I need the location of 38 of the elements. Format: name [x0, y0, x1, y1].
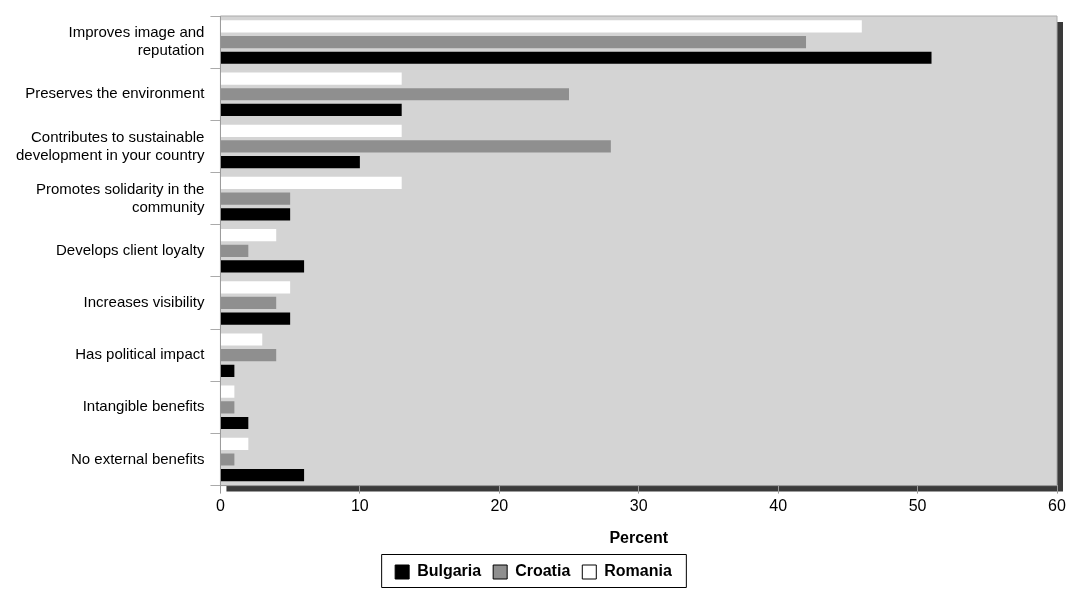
- y-tick-label: Develops client loyalty: [56, 240, 205, 258]
- bar: [220, 260, 305, 273]
- y-tick-label: Intangible benefits: [82, 397, 205, 415]
- bar: [220, 385, 235, 398]
- x-axis-title: Percent: [609, 528, 669, 546]
- bar: [220, 229, 277, 242]
- y-tick-label: No external benefits: [71, 449, 205, 467]
- x-tick-label: 30: [629, 496, 648, 514]
- x-tick-label: 50: [908, 496, 927, 514]
- bar: [220, 469, 305, 482]
- bar: [220, 281, 291, 294]
- bar: [220, 20, 862, 33]
- y-tick-label: Preserves the environment: [25, 84, 206, 102]
- x-tick-label: 0: [215, 496, 225, 514]
- legend-label: Croatia: [515, 562, 571, 580]
- bar: [220, 51, 932, 64]
- legend-label: Bulgaria: [417, 562, 482, 580]
- bar: [220, 416, 249, 430]
- y-tick-label: Promotes solidarity in the community: [36, 179, 205, 215]
- x-tick-label: 40: [769, 496, 788, 514]
- x-tick-label: 10: [350, 496, 369, 514]
- bar: [220, 208, 291, 221]
- bar: [220, 103, 402, 117]
- y-tick-label: Improves image and reputation: [68, 23, 205, 59]
- y-tick-label: Contributes to sustainable development in your country: [16, 127, 205, 163]
- bar: [220, 176, 402, 190]
- bar: [220, 312, 291, 325]
- legend-label: Romania: [604, 562, 672, 580]
- bar: [220, 437, 249, 450]
- bar: [220, 72, 402, 85]
- x-tick-label: 20: [490, 496, 509, 514]
- bar: [220, 364, 235, 377]
- bar: [220, 124, 402, 137]
- y-tick-label: Increases visibility: [83, 293, 205, 311]
- bar: [220, 155, 360, 169]
- bar: [220, 333, 263, 346]
- x-tick-label: 60: [1048, 496, 1066, 514]
- y-tick-label: Has political impact: [75, 345, 206, 363]
